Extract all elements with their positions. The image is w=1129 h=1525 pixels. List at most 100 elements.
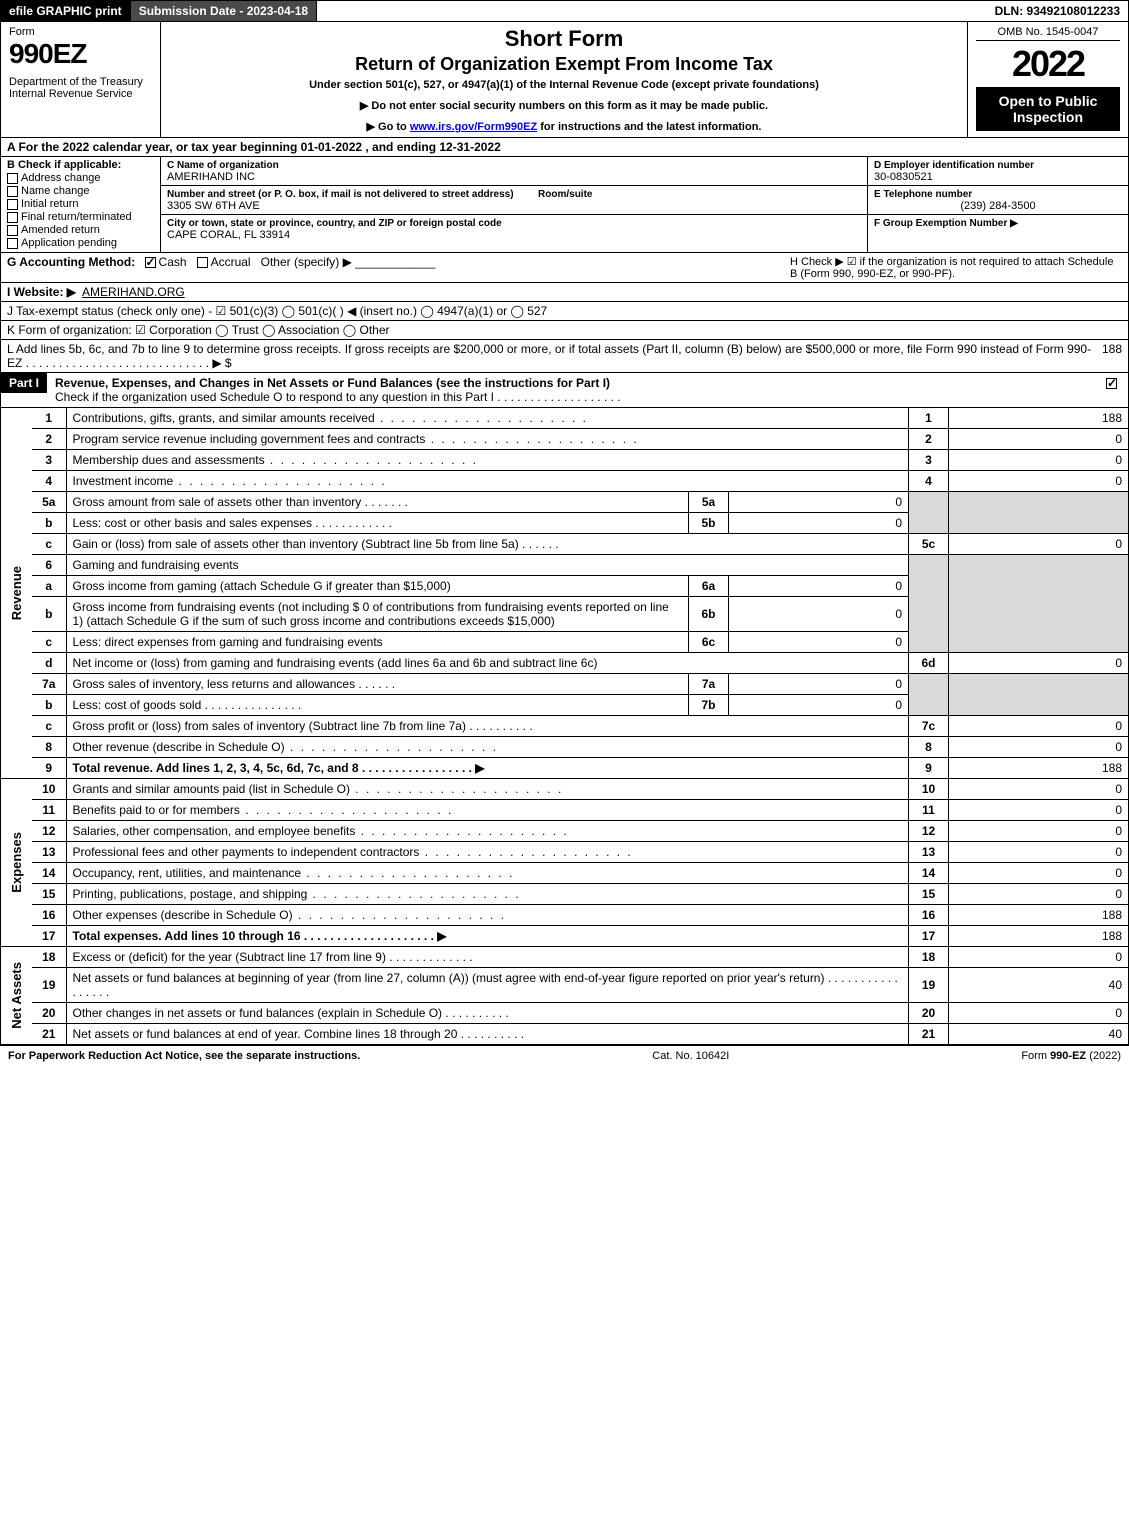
website-value[interactable]: AMERIHAND.ORG (82, 285, 185, 299)
line-5c: c Gain or (loss) from sale of assets oth… (1, 534, 1129, 555)
omb-number: OMB No. 1545-0047 (976, 26, 1120, 41)
chk-final-return[interactable]: Final return/terminated (7, 211, 154, 223)
chk-initial-return[interactable]: Initial return (7, 198, 154, 210)
row-j-tax-exempt: J Tax-exempt status (check only one) - ☑… (0, 302, 1129, 321)
section-bcdef: B Check if applicable: Address change Na… (0, 157, 1129, 253)
form-label: Form (9, 26, 152, 38)
irs-link[interactable]: www.irs.gov/Form990EZ (410, 121, 537, 133)
open-to-public: Open to Public Inspection (976, 87, 1120, 131)
phone-label: E Telephone number (874, 189, 972, 200)
accounting-method: G Accounting Method: Cash Accrual Other … (7, 255, 435, 280)
line-21: 21 Net assets or fund balances at end of… (1, 1024, 1129, 1045)
line-16: 16 Other expenses (describe in Schedule … (1, 905, 1129, 926)
top-bar: efile GRAPHIC print Submission Date - 20… (0, 0, 1129, 22)
chk-amended-return[interactable]: Amended return (7, 224, 154, 236)
tax-year: 2022 (976, 43, 1120, 85)
ein-label: D Employer identification number (874, 160, 1034, 171)
org-street-block: Number and street (or P. O. box, if mail… (161, 186, 867, 215)
expenses-label: Expenses (7, 828, 26, 897)
dln: DLN: 93492108012233 (987, 1, 1128, 21)
org-street: 3305 SW 6TH AVE (167, 200, 260, 212)
goto-pre: ▶ Go to (367, 121, 410, 133)
org-name-label: C Name of organization (167, 160, 279, 171)
subtitle: Under section 501(c), 527, or 4947(a)(1)… (169, 79, 959, 91)
line-14: 14 Occupancy, rent, utilities, and maint… (1, 863, 1129, 884)
chk-cash[interactable] (145, 257, 156, 268)
part-i-check: Check if the organization used Schedule … (55, 390, 621, 404)
group-exemption-block: F Group Exemption Number ▶ (868, 215, 1128, 231)
row-l-gross-receipts: L Add lines 5b, 6c, and 7b to line 9 to … (0, 340, 1129, 373)
i-label: I Website: ▶ (7, 285, 76, 299)
chk-application-pending[interactable]: Application pending (7, 237, 154, 249)
line-7a: 7a Gross sales of inventory, less return… (1, 674, 1129, 695)
part-i-title: Revenue, Expenses, and Changes in Net As… (47, 373, 1098, 407)
line-15: 15 Printing, publications, postage, and … (1, 884, 1129, 905)
org-name-block: C Name of organization AMERIHAND INC (161, 157, 867, 186)
title-return: Return of Organization Exempt From Incom… (169, 54, 959, 75)
line-7c: c Gross profit or (loss) from sales of i… (1, 716, 1129, 737)
j-text: J Tax-exempt status (check only one) - ☑… (7, 304, 547, 318)
row-a-calendar-year: A For the 2022 calendar year, or tax yea… (0, 138, 1129, 157)
dept-label: Department of the Treasury Internal Reve… (9, 76, 152, 100)
part-i-header: Part I Revenue, Expenses, and Changes in… (0, 373, 1129, 408)
submission-date: Submission Date - 2023-04-18 (131, 1, 317, 21)
form-header: Form 990EZ Department of the Treasury In… (0, 22, 1129, 138)
line-20: 20 Other changes in net assets or fund b… (1, 1003, 1129, 1024)
line-10: Expenses 10 Grants and similar amounts p… (1, 779, 1129, 800)
netassets-label: Net Assets (7, 958, 26, 1033)
col-def: D Employer identification number 30-0830… (868, 157, 1128, 252)
line-6d: d Net income or (loss) from gaming and f… (1, 653, 1129, 674)
line-5a: 5a Gross amount from sale of assets othe… (1, 492, 1129, 513)
bullet-ssn: ▶ Do not enter social security numbers o… (169, 99, 959, 112)
org-city: CAPE CORAL, FL 33914 (167, 229, 290, 241)
part-i-label: Part I (1, 373, 47, 393)
row-h-schedule-b: H Check ▶ ☑ if the organization is not r… (782, 255, 1122, 280)
line-1: Revenue 1 Contributions, gifts, grants, … (1, 408, 1129, 429)
phone-block: E Telephone number (239) 284-3500 (868, 186, 1128, 215)
line-19: 19 Net assets or fund balances at beginn… (1, 968, 1129, 1003)
row-g-h: G Accounting Method: Cash Accrual Other … (0, 253, 1129, 283)
line-13: 13 Professional fees and other payments … (1, 842, 1129, 863)
line-8: 8 Other revenue (describe in Schedule O)… (1, 737, 1129, 758)
footer-center: Cat. No. 10642I (652, 1050, 729, 1062)
k-text: K Form of organization: ☑ Corporation ◯ … (7, 323, 390, 337)
phone-value: (239) 284-3500 (874, 200, 1122, 212)
goto-post: for instructions and the latest informat… (537, 121, 761, 133)
l-text: L Add lines 5b, 6c, and 7b to line 9 to … (7, 342, 1099, 370)
col-c-org-info: C Name of organization AMERIHAND INC Num… (161, 157, 868, 252)
chk-address-change[interactable]: Address change (7, 172, 154, 184)
org-street-label: Number and street (or P. O. box, if mail… (167, 189, 514, 200)
line-17: 17 Total expenses. Add lines 10 through … (1, 926, 1129, 947)
bullet-goto: ▶ Go to www.irs.gov/Form990EZ for instru… (169, 120, 959, 133)
line-11: 11 Benefits paid to or for members 11 0 (1, 800, 1129, 821)
org-city-block: City or town, state or province, country… (161, 215, 867, 243)
footer-left: For Paperwork Reduction Act Notice, see … (8, 1050, 360, 1062)
line-18: Net Assets 18 Excess or (deficit) for th… (1, 947, 1129, 968)
row-k-form-of-org: K Form of organization: ☑ Corporation ◯ … (0, 321, 1129, 340)
row-i-website: I Website: ▶ AMERIHAND.ORG (0, 283, 1129, 302)
footer-right: Form 990-EZ (2022) (1021, 1050, 1121, 1062)
chk-name-change[interactable]: Name change (7, 185, 154, 197)
org-city-label: City or town, state or province, country… (167, 218, 502, 229)
part-i-checkbox[interactable] (1098, 373, 1128, 407)
header-right: OMB No. 1545-0047 2022 Open to Public In… (968, 22, 1128, 137)
line-4: 4 Investment income 4 0 (1, 471, 1129, 492)
group-exemption-label: F Group Exemption Number ▶ (874, 218, 1018, 229)
org-name: AMERIHAND INC (167, 171, 255, 183)
col-b-check-applicable: B Check if applicable: Address change Na… (1, 157, 161, 252)
line-9: 9 Total revenue. Add lines 1, 2, 3, 4, 5… (1, 758, 1129, 779)
l-value: 188 (1102, 342, 1122, 370)
g-label: G Accounting Method: (7, 255, 135, 269)
b-label: B Check if applicable: (7, 159, 154, 171)
lines-table: Revenue 1 Contributions, gifts, grants, … (0, 408, 1129, 1045)
ein-value: 30-0830521 (874, 171, 933, 183)
ein-block: D Employer identification number 30-0830… (868, 157, 1128, 186)
line-3: 3 Membership dues and assessments 3 0 (1, 450, 1129, 471)
chk-accrual[interactable] (197, 257, 208, 268)
line-12: 12 Salaries, other compensation, and emp… (1, 821, 1129, 842)
line-6: 6 Gaming and fundraising events (1, 555, 1129, 576)
efile-label: efile GRAPHIC print (1, 1, 131, 21)
title-short-form: Short Form (169, 26, 959, 52)
form-number: 990EZ (9, 38, 152, 70)
room-suite-label: Room/suite (538, 189, 592, 200)
